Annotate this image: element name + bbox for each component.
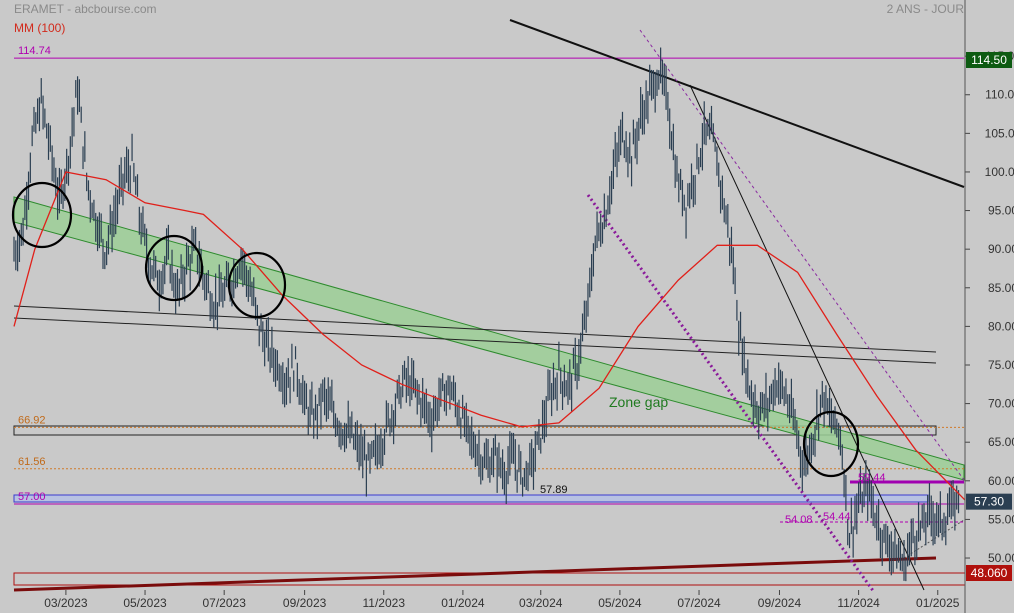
low-value-label: 57.89 [540,484,568,496]
y-tick-label: 70.00 [988,397,1014,411]
moving-average-label: MM (100) [14,21,66,35]
level-label: 57.00 [18,491,46,503]
x-tick-label: 07/2023 [202,596,246,610]
y-tick-label: 75.00 [988,358,1014,372]
y-tick-label: 105.00 [985,126,1014,140]
y-tick-label: 50.00 [988,551,1014,565]
x-tick-label: 05/2024 [598,596,642,610]
x-tick-label: 03/2023 [44,596,88,610]
level-label: 61.56 [18,456,46,468]
y-tick-label: 85.00 [988,281,1014,295]
highlight-circle [802,410,860,478]
x-tick-label: 09/2023 [283,596,327,610]
dotted-channel-upper [639,29,965,481]
chart-period: 2 ANS - JOUR [886,2,964,16]
y-tick-label: 90.00 [988,242,1014,256]
y-tick-label: 80.00 [988,319,1014,333]
y-tick-label: 55.00 [988,512,1014,526]
level-54-label: 54.08 [785,514,813,526]
y-tick-label: 100.00 [985,165,1014,179]
x-tick-label: 09/2024 [758,596,802,610]
channel-lower-line [13,317,937,364]
y-tick-label: 65.00 [988,435,1014,449]
x-tick-label: 01/2024 [441,596,485,610]
dotted-channel-lower [586,194,876,593]
low-price-marker: 48.060 [971,566,1008,580]
highlight-circle [144,234,204,302]
level-59-label: 59.44 [858,472,886,484]
downtrend-line [689,84,925,591]
chart-title: ERAMET - abcbourse.com [14,2,157,16]
level-label: 66.92 [18,414,46,426]
y-tick-label: 110.00 [985,88,1014,102]
y-tick-label: 95.00 [988,204,1014,218]
low-price-marker-bg [966,565,1012,581]
x-tick-label: 11/2024 [837,596,880,610]
last-price-marker: 57.30 [974,495,1004,509]
x-tick-label: 03/2024 [519,596,563,610]
y-tick-label: 60.00 [988,474,1014,488]
high-price-marker-bg [966,52,1012,68]
highlight-circle [227,251,287,319]
level-54b-label: 54.44 [823,511,851,523]
moving-average-line [13,171,966,501]
zone-gap-label: Zone gap [609,394,668,410]
resistance-trendline [509,19,965,188]
x-tick-label: 05/2023 [123,596,167,610]
highlight-circle [11,181,73,249]
x-tick-label: 01/2025 [916,596,960,610]
high-price-marker: 114.50 [971,53,1007,67]
last-price-marker-bg [966,493,1012,510]
support-box [13,494,929,503]
x-tick-label: 11/2023 [363,596,406,610]
gap-zone [13,196,965,481]
x-tick-label: 07/2024 [677,596,721,610]
support-trendline [13,556,937,592]
channel-upper-line [13,305,937,353]
level-label: 114.74 [18,45,51,57]
